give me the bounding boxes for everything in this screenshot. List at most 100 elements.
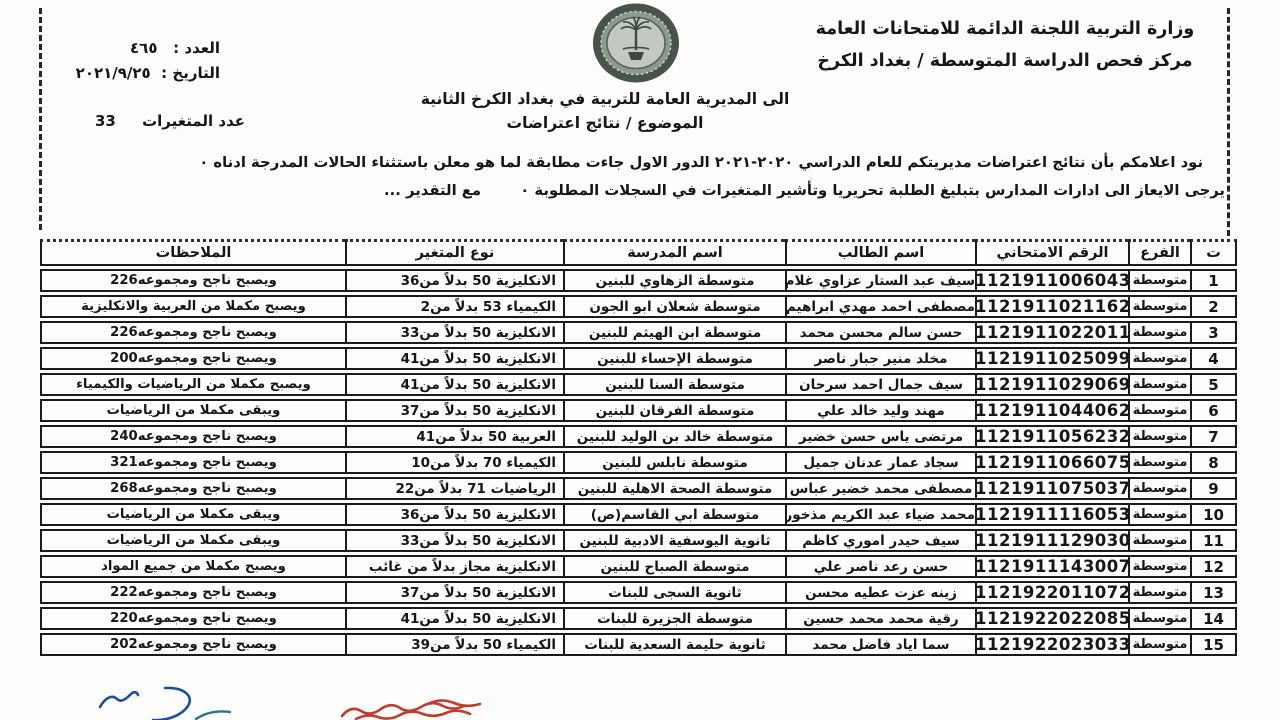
change-type-cell: الانكليزية 50 بدلاً من36	[345, 269, 563, 292]
student-name-cell: حسن سالم محسن محمد	[785, 321, 975, 344]
letter-date-value: ٢٠٢١/٩/٢٥	[75, 63, 151, 82]
variables-count-line: عدد المتغيرات 33	[95, 112, 245, 130]
table-header-row: ت الفرع الرقم الامتحاني اسم الطالب اسم المدر…	[40, 239, 1237, 266]
branch-cell: متوسطة	[1128, 321, 1190, 344]
branch-cell: متوسطة	[1128, 373, 1190, 396]
student-name-cell: مهند وليد خالد علي	[785, 399, 975, 422]
student-name-cell: سما اياد فاضل محمد	[785, 633, 975, 656]
row-number-cell: 4	[1190, 347, 1237, 370]
table-row: 13 متوسطة 1121922011072 زينه عزت عطيه محسن ث…	[40, 581, 1237, 604]
letter-meta: العدد : ٤٦٥ التاريخ : ٢٠٢١/٩/٢٥	[55, 36, 220, 86]
change-type-cell: الكيمياء 53 بدلاً من2	[345, 295, 563, 318]
change-type-cell: الانكليزية 50 بدلاً من33	[345, 529, 563, 552]
student-name-cell: رقية محمد محمد حسين	[785, 607, 975, 630]
table-row: 14 متوسطة 1121922022085 رقية محمد محمد حسين…	[40, 607, 1237, 630]
column-header: الفرع	[1128, 239, 1190, 266]
change-type-cell: الانكليزية 50 بدلاً من33	[345, 321, 563, 344]
exam-number-cell: 1121911056232	[975, 425, 1128, 448]
exam-number-cell: 1121922023033	[975, 633, 1128, 656]
column-header: اسم الطالب	[785, 239, 975, 266]
column-header: اسم المدرسة	[563, 239, 785, 266]
body-line-2: يرجى الايعاز الى ادارات المدارس بتبليغ ا…	[70, 177, 1225, 205]
objections-results-table: ت الفرع الرقم الامتحاني اسم الطالب اسم المدر…	[40, 236, 1237, 659]
column-header: ت	[1190, 239, 1237, 266]
note-cell: ويصبح ناجح ومجموعه222	[40, 581, 345, 604]
letterhead: وزارة التربية اللجنة الدائمة للامتحانات …	[785, 14, 1225, 77]
exam-number-cell: 1121911116053	[975, 503, 1128, 526]
branch-cell: متوسطة	[1128, 295, 1190, 318]
exam-number-cell: 1121911075037	[975, 477, 1128, 500]
school-name-cell: متوسطة خالد بن الوليد للبنين	[563, 425, 785, 448]
note-cell: ويصبح ناجح ومجموعه200	[40, 347, 345, 370]
note-cell: ويصبح ناجح ومجموعه268	[40, 477, 345, 500]
branch-cell: متوسطة	[1128, 347, 1190, 370]
exam-number-cell: 1121911006043	[975, 269, 1128, 292]
row-number-cell: 9	[1190, 477, 1237, 500]
note-cell: ويصبح ناجح ومجموعه226	[40, 321, 345, 344]
school-name-cell: متوسطة نابلس للبنين	[563, 451, 785, 474]
note-cell: ويصبح مكملا من العربية والانكليزية	[40, 295, 345, 318]
student-name-cell: سيف جمال احمد سرحان	[785, 373, 975, 396]
student-name-cell: حسن رعد ناصر علي	[785, 555, 975, 578]
row-number-cell: 6	[1190, 399, 1237, 422]
school-name-cell: متوسطة الزهاوي للبنين	[563, 269, 785, 292]
pen-scribble-red	[340, 699, 482, 720]
table-row: 3 متوسطة 1121911022011 حسن سالم محسن محمد مت…	[40, 321, 1237, 344]
note-cell: ويصبح مكملا من الرياضيات والكيمياء	[40, 373, 345, 396]
change-type-cell: الكيمياء 50 بدلاً من39	[345, 633, 563, 656]
letter-date-line: التاريخ : ٢٠٢١/٩/٢٥	[55, 61, 220, 86]
column-header: الملاحظات	[40, 239, 345, 266]
exam-number-cell: 1121911022011	[975, 321, 1128, 344]
exam-number-cell: 1121911129030	[975, 529, 1128, 552]
examination-center-title: مركز فحص الدراسة المتوسطة / بغداد الكرخ	[817, 50, 1193, 71]
address-block: الى المديرية العامة للتربية في بغداد الك…	[0, 90, 1210, 132]
branch-cell: متوسطة	[1128, 633, 1190, 656]
table-row: 6 متوسطة 1121911044062 مهند وليد خالد علي مت…	[40, 399, 1237, 422]
change-type-cell: الانكليزية 50 بدلاً من37	[345, 399, 563, 422]
exam-number-cell: 1121922011072	[975, 581, 1128, 604]
closing-phrase: مع التقدير ...	[384, 182, 482, 200]
pen-stroke-teal	[194, 710, 232, 720]
table-row: 7 متوسطة 1121911056232 مرتضى ياس حسن خضير مت…	[40, 425, 1237, 448]
ministry-title: وزارة التربية اللجنة الدائمة للامتحانات …	[815, 19, 1195, 39]
branch-cell: متوسطة	[1128, 477, 1190, 500]
branch-cell: متوسطة	[1128, 581, 1190, 604]
school-name-cell: متوسطة الصباح للبنين	[563, 555, 785, 578]
note-cell: ويصبح ناجح ومجموعه226	[40, 269, 345, 292]
row-number-cell: 10	[1190, 503, 1237, 526]
note-cell: ويصبح ناجح ومجموعه220	[40, 607, 345, 630]
row-number-cell: 8	[1190, 451, 1237, 474]
signature-scribble-blue	[98, 686, 191, 720]
subject-line: الموضوع / نتائج اعتراضات	[506, 114, 704, 132]
table-row: 1 متوسطة 1121911006043 سيف عبد الستار عزاوي…	[40, 269, 1237, 292]
branch-cell: متوسطة	[1128, 425, 1190, 448]
school-name-cell: ثانوية حليمة السعدية للبنات	[563, 633, 785, 656]
row-number-cell: 13	[1190, 581, 1237, 604]
row-number-cell: 7	[1190, 425, 1237, 448]
school-name-cell: ثانوية السجى للبنات	[563, 581, 785, 604]
change-type-cell: الانكليزية 50 بدلاً من41	[345, 607, 563, 630]
change-type-cell: العربية 50 بدلاً من41	[345, 425, 563, 448]
branch-cell: متوسطة	[1128, 399, 1190, 422]
column-header: نوع المتغير	[345, 239, 563, 266]
student-name-cell: مرتضى ياس حسن خضير	[785, 425, 975, 448]
body-line-2-text: يرجى الايعاز الى ادارات المدارس بتبليغ ا…	[520, 182, 1225, 200]
note-cell: ويصبح ناجح ومجموعه202	[40, 633, 345, 656]
exam-number-cell: 1121911143007	[975, 555, 1128, 578]
row-number-cell: 1	[1190, 269, 1237, 292]
table-row: 12 متوسطة 1121911143007 حسن رعد ناصر علي متو…	[40, 555, 1237, 578]
branch-cell: متوسطة	[1128, 529, 1190, 552]
school-name-cell: متوسطة ابن الهيثم للبنين	[563, 321, 785, 344]
variables-count-label: عدد المتغيرات	[142, 112, 245, 130]
letter-date-label: التاريخ :	[161, 63, 220, 82]
exam-number-cell: 1121911029069	[975, 373, 1128, 396]
school-name-cell: متوسطة الفرقان للبنين	[563, 399, 785, 422]
school-name-cell: متوسطة الجزيرة للبنات	[563, 607, 785, 630]
table-row: 15 متوسطة 1121922023033 سما اياد فاضل محمد ث…	[40, 633, 1237, 656]
branch-cell: متوسطة	[1128, 607, 1190, 630]
branch-cell: متوسطة	[1128, 503, 1190, 526]
school-name-cell: متوسطة شعلان ابو الجون	[563, 295, 785, 318]
change-type-cell: الرياضيات 71 بدلاً من22	[345, 477, 563, 500]
row-number-cell: 15	[1190, 633, 1237, 656]
